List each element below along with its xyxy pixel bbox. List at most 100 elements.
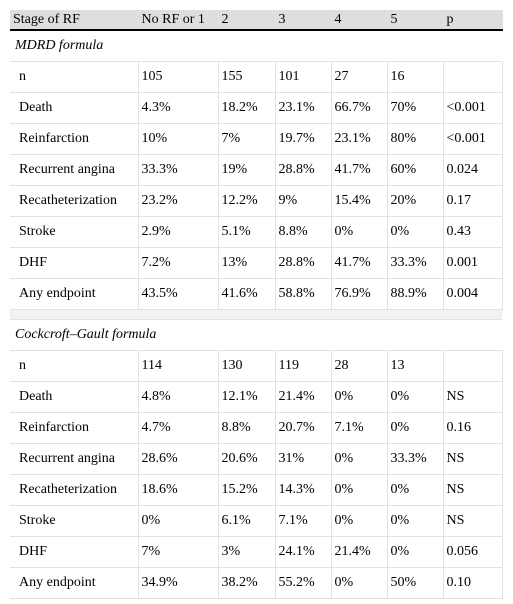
cell: 28.8%: [275, 154, 332, 186]
cell: 19.7%: [275, 123, 332, 155]
cell: 20.6%: [218, 443, 276, 475]
cell: 130: [218, 350, 276, 382]
cell: 20.7%: [275, 412, 332, 444]
cell: 6.1%: [218, 505, 276, 537]
cell: NS: [443, 443, 503, 475]
cell: 33.3%: [387, 247, 444, 279]
cell: 155: [218, 61, 276, 93]
section-row: MDRD formula: [10, 30, 502, 62]
data-row: Recatheterization 23.2% 12.2% 9% 15.4% 20% 0.1…: [10, 185, 503, 217]
cell: 31%: [275, 443, 332, 475]
cell: 2.9%: [138, 216, 219, 248]
cell: NS: [443, 381, 503, 413]
cell: 66.7%: [331, 92, 388, 124]
cell: 23.2%: [138, 185, 219, 217]
data-row: DHF 7% 3% 24.1% 21.4% 0% 0.056: [10, 536, 503, 568]
cell: 28: [331, 350, 388, 382]
cell: 7.2%: [138, 247, 219, 279]
cell: [443, 350, 503, 382]
cell: 5.1%: [218, 216, 276, 248]
cell: 7.1%: [331, 412, 388, 444]
cell: 4.7%: [138, 412, 219, 444]
cell: 80%: [387, 123, 444, 155]
data-row: Death 4.3% 18.2% 23.1% 66.7% 70% <0.001: [10, 92, 503, 124]
cell: 105: [138, 61, 219, 93]
data-row: n 105 155 101 27 16: [10, 61, 503, 93]
cell: 12.2%: [218, 185, 276, 217]
cell: 4.3%: [138, 92, 219, 124]
row-label: Any endpoint: [10, 567, 139, 599]
header-cell: p: [443, 10, 503, 31]
cell: 23.1%: [331, 123, 388, 155]
cell: 34.9%: [138, 567, 219, 599]
cell: 18.6%: [138, 474, 219, 506]
row-label: Recurrent angina: [10, 154, 139, 186]
cell: 0%: [387, 474, 444, 506]
header-cell: 5: [387, 10, 444, 31]
data-row: Stroke 0% 6.1% 7.1% 0% 0% NS: [10, 505, 503, 537]
section-title: Cockcroft–Gault formula: [10, 319, 502, 351]
cell: 8.8%: [275, 216, 332, 248]
cell: 0.056: [443, 536, 503, 568]
cell: NS: [443, 505, 503, 537]
data-row: Recurrent angina 28.6% 20.6% 31% 0% 33.3% NS: [10, 443, 503, 475]
cell: 41.7%: [331, 154, 388, 186]
cell: 13: [387, 350, 444, 382]
cell: 0.10: [443, 567, 503, 599]
data-row: Stroke 2.9% 5.1% 8.8% 0% 0% 0.43: [10, 216, 503, 248]
cell: 43.5%: [138, 278, 219, 310]
cell: [443, 61, 503, 93]
row-label: n: [10, 61, 139, 93]
cell: 58.8%: [275, 278, 332, 310]
cell: 0.43: [443, 216, 503, 248]
cell: 119: [275, 350, 332, 382]
data-row: Death 4.8% 12.1% 21.4% 0% 0% NS: [10, 381, 503, 413]
header-cell: Stage of RF: [10, 10, 139, 31]
header-cell: 4: [331, 10, 388, 31]
cell: 3%: [218, 536, 276, 568]
cell: 0%: [387, 381, 444, 413]
cell: 33.3%: [387, 443, 444, 475]
spacer-cell: [10, 309, 502, 320]
data-row: Recatheterization 18.6% 15.2% 14.3% 0% 0% NS: [10, 474, 503, 506]
cell: 0.17: [443, 185, 503, 217]
section-title: MDRD formula: [10, 30, 502, 62]
cell: 0%: [331, 567, 388, 599]
cell: 114: [138, 350, 219, 382]
row-label: Stroke: [10, 505, 139, 537]
cell: 0.024: [443, 154, 503, 186]
cell: 9%: [275, 185, 332, 217]
cell: 27: [331, 61, 388, 93]
cell: 10%: [138, 123, 219, 155]
cell: 23.1%: [275, 92, 332, 124]
cell: 19%: [218, 154, 276, 186]
cell: 12.1%: [218, 381, 276, 413]
cell: 21.4%: [275, 381, 332, 413]
cell: 0%: [387, 505, 444, 537]
cell: 0%: [331, 443, 388, 475]
cell: NS: [443, 474, 503, 506]
section-row: Cockcroft–Gault formula: [10, 319, 502, 351]
data-row: n 114 130 119 28 13: [10, 350, 503, 382]
cell: 20%: [387, 185, 444, 217]
cell: 16: [387, 61, 444, 93]
table-body: MDRD formula n 105 155 101 27 16 Death 4.3% 18.2%…: [10, 30, 503, 599]
cell: 15.2%: [218, 474, 276, 506]
cell: <0.001: [443, 92, 503, 124]
cell: 15.4%: [331, 185, 388, 217]
data-row: Any endpoint 43.5% 41.6% 58.8% 76.9% 88.9% 0.0…: [10, 278, 503, 310]
row-label: DHF: [10, 247, 139, 279]
cell: 0.001: [443, 247, 503, 279]
cell: 0%: [387, 412, 444, 444]
cell: 0%: [331, 474, 388, 506]
cell: 0%: [387, 216, 444, 248]
row-label: Recatheterization: [10, 185, 139, 217]
row-label: n: [10, 350, 139, 382]
cell: 24.1%: [275, 536, 332, 568]
cell: 55.2%: [275, 567, 332, 599]
data-row: DHF 7.2% 13% 28.8% 41.7% 33.3% 0.001: [10, 247, 503, 279]
cell: 18.2%: [218, 92, 276, 124]
header-cell: 3: [275, 10, 332, 31]
